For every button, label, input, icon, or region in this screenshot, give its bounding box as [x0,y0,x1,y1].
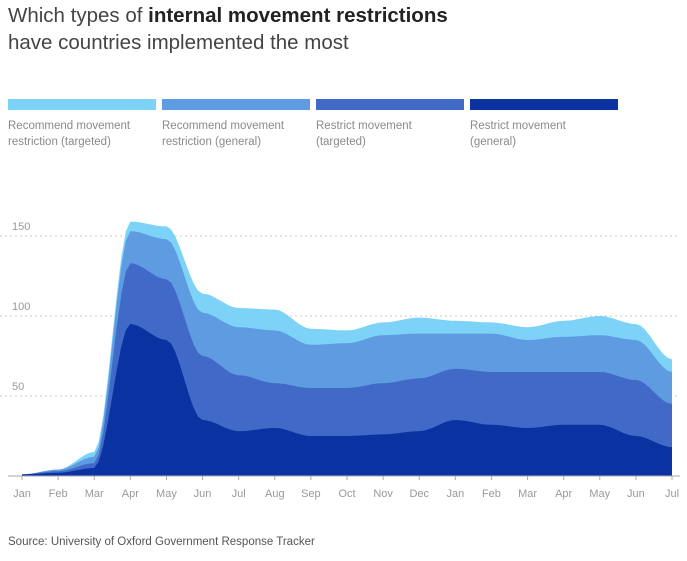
area-series [22,221,672,476]
legend-label-restrict-targeted: Restrict movement (targeted) [316,120,412,148]
title-part1: Which types of [8,4,149,27]
legend-label-recommend-general: Recommend movement restriction (general) [162,120,285,148]
legend-label-restrict-general: Restrict movement (general) [470,120,566,148]
legend-swatch-restrict-general [470,99,618,110]
y-tick-label-150: 150 [12,221,30,233]
title-bold: internal movement restrictions [148,4,448,27]
y-tick-label-100: 100 [12,301,30,313]
x-tick-label-0: Jan [13,488,31,500]
x-tick-label-17: Jun [627,488,645,500]
x-tick-label-8: Sep [301,488,321,500]
x-tick-label-3: Apr [122,488,139,500]
area-restrict-movement-general [22,324,672,476]
x-tick-label-12: Jan [446,488,464,500]
stacked-area-chart: 50 100 150 Jan Feb Mar Apr May Jun Jul Aug Sep Oct N… [0,221,680,500]
legend-label-recommend-targeted: Recommend movement restriction (targeted) [8,120,131,148]
x-tick-label-9: Oct [338,488,355,500]
x-tick-label-18: Jul [665,488,679,500]
legend-swatch-recommend-general [162,99,310,110]
legend-swatch-recommend-targeted [8,99,156,110]
x-tick-label-15: Apr [555,488,572,500]
source-note: Source: University of Oxford Government … [8,536,315,548]
x-tick-label-11: Dec [409,488,429,500]
legend-swatch-restrict-targeted [316,99,464,110]
x-tick-label-10: Nov [373,488,393,500]
x-tick-label-2: Mar [85,488,104,500]
x-tick-label-1: Feb [49,488,68,500]
x-tick-label-14: Mar [518,488,537,500]
title-part2: have countries implemented the most [8,31,349,54]
x-tick-label-4: May [156,488,177,500]
x-tick-label-13: Feb [482,488,501,500]
x-tick-label-7: Aug [265,488,285,500]
chart-title: Which types of internal movement restric… [8,2,448,56]
x-axis: Jan Feb Mar Apr May Jun Jul Aug Sep Oct Nov Dec Jan F… [8,475,680,500]
y-tick-label-50: 50 [12,381,24,393]
x-tick-label-6: Jul [232,488,246,500]
x-tick-label-5: Jun [194,488,212,500]
x-tick-label-16: May [589,488,610,500]
